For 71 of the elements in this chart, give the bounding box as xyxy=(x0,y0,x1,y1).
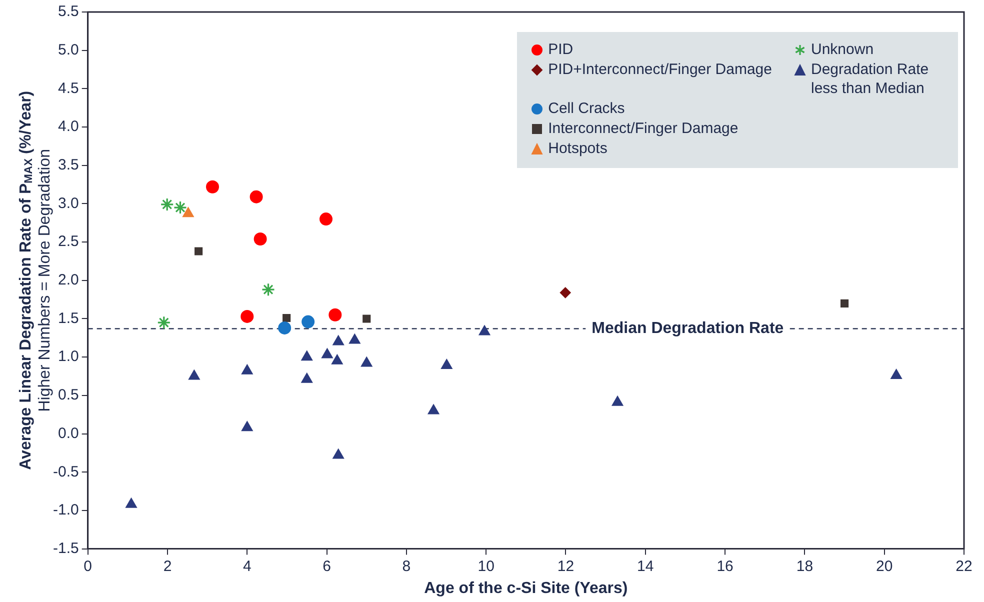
point xyxy=(322,348,333,358)
point xyxy=(241,364,253,374)
y-tick-label: 1.0 xyxy=(58,348,79,366)
point xyxy=(282,314,291,322)
point xyxy=(301,372,313,383)
y-tick-label: -1.5 xyxy=(52,540,79,557)
point xyxy=(240,310,254,323)
point xyxy=(261,282,276,296)
y-tick-label: 2.5 xyxy=(58,233,79,250)
y-tick-label: 3.5 xyxy=(58,156,79,174)
point xyxy=(440,359,452,370)
point xyxy=(254,232,267,246)
legend-label: PID+Interconnect/Finger Damage xyxy=(548,60,772,79)
point xyxy=(890,368,902,379)
x-tick-label: 14 xyxy=(637,558,654,575)
x-tick-label: 6 xyxy=(322,558,331,575)
point xyxy=(331,354,343,364)
legend-label: Unknown xyxy=(811,40,874,59)
ref-line-label: Median Degradation Rate xyxy=(592,320,784,338)
x-tick-label: 0 xyxy=(84,558,92,575)
point xyxy=(302,315,315,328)
x-tick-label: 20 xyxy=(876,558,893,575)
y-tick-label: 0.0 xyxy=(58,424,79,442)
point xyxy=(840,299,849,308)
point xyxy=(560,287,571,298)
point xyxy=(157,316,171,330)
y-tick-label: 3.0 xyxy=(58,194,79,212)
legend-label: Hotspots xyxy=(548,139,608,158)
y-tick-label: -0.5 xyxy=(52,463,79,480)
point xyxy=(182,207,194,218)
point xyxy=(206,180,219,194)
point xyxy=(173,200,188,214)
x-tick-label: 4 xyxy=(242,558,252,575)
legend-label: Interconnect/Finger Damage xyxy=(548,119,738,138)
y-tick-label: 2.0 xyxy=(58,272,79,289)
point xyxy=(328,308,342,322)
x-tick-label: 12 xyxy=(557,558,574,575)
x-tick-label: 16 xyxy=(716,558,734,575)
point xyxy=(188,370,200,380)
point xyxy=(332,448,344,459)
point xyxy=(360,356,372,367)
x-axis-title: Age of the c-Si Site (Years) xyxy=(424,580,628,597)
y-tick-label: -1.0 xyxy=(52,502,79,519)
point xyxy=(278,321,292,334)
y-tick-label: 1.5 xyxy=(58,310,79,327)
y-tick-label: 0.5 xyxy=(58,386,79,404)
point xyxy=(250,190,263,204)
point xyxy=(332,335,344,346)
legend-label: Cell Cracks xyxy=(548,99,625,118)
y-tick-label: 4.0 xyxy=(58,118,79,136)
point xyxy=(362,314,371,323)
legend-label: PID xyxy=(548,40,574,59)
point xyxy=(612,396,624,406)
y-tick-label: 4.5 xyxy=(58,80,79,97)
point xyxy=(194,247,203,256)
point xyxy=(428,404,440,414)
y-tick-label: 5.5 xyxy=(58,3,79,20)
point xyxy=(241,421,253,432)
x-tick-label: 8 xyxy=(402,558,411,575)
x-tick-label: 10 xyxy=(478,558,494,575)
point xyxy=(126,498,137,508)
x-tick-label: 22 xyxy=(956,558,972,575)
legend-label: Degradation Rate less than Median xyxy=(811,60,930,98)
point xyxy=(301,350,313,361)
x-tick-label: 2 xyxy=(163,558,172,575)
point xyxy=(478,325,490,336)
x-tick-label: 18 xyxy=(796,558,814,575)
point xyxy=(320,212,332,226)
point xyxy=(348,334,360,344)
point xyxy=(160,198,174,212)
y-tick-label: 5.0 xyxy=(58,41,79,58)
